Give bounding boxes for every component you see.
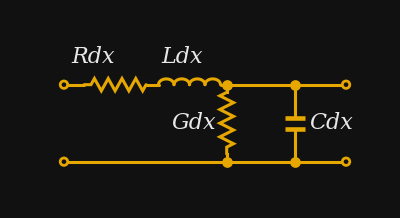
- Point: [224, 160, 230, 164]
- Text: Ldx: Ldx: [161, 46, 202, 68]
- Point: [224, 83, 230, 86]
- Circle shape: [60, 81, 68, 88]
- Point: [292, 160, 298, 164]
- Text: Gdx: Gdx: [171, 112, 216, 134]
- Text: Cdx: Cdx: [309, 112, 353, 134]
- Point: [292, 83, 298, 86]
- Circle shape: [342, 81, 350, 88]
- Circle shape: [342, 158, 350, 165]
- Text: Rdx: Rdx: [72, 46, 115, 68]
- Circle shape: [60, 158, 68, 165]
